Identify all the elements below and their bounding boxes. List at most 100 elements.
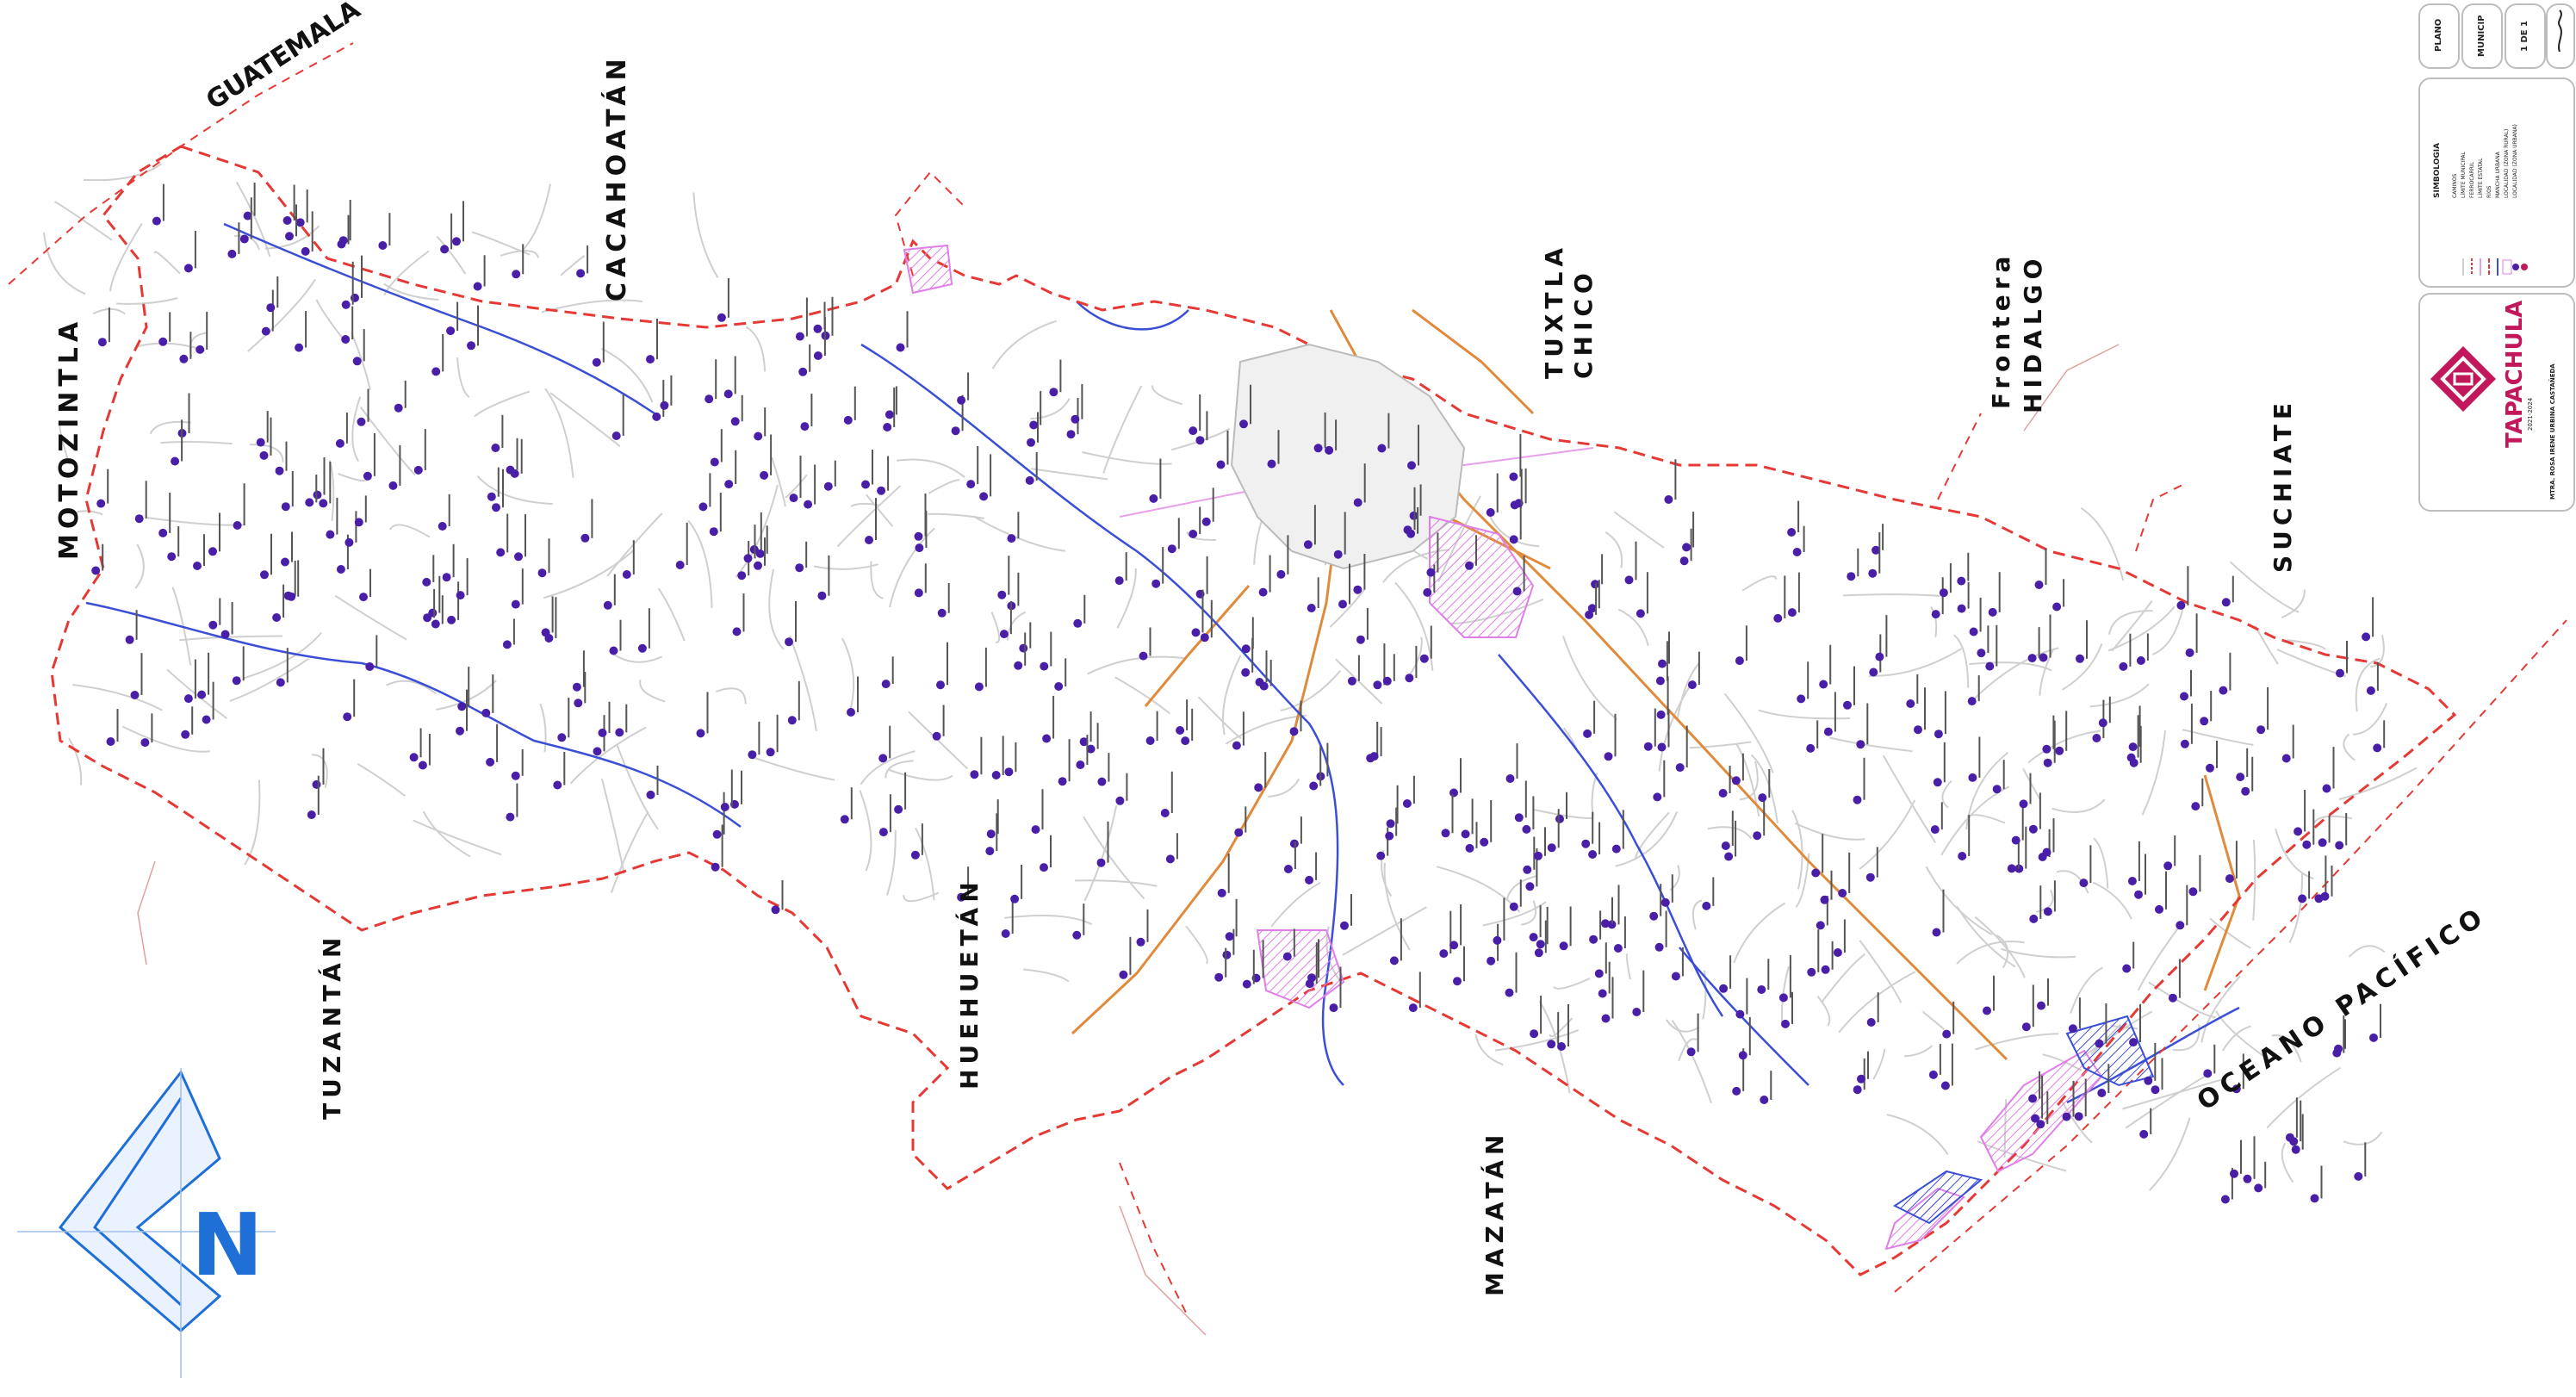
road-segment [2092,881,2132,920]
locality-dot [2007,864,2016,873]
locality-dot [991,771,1001,779]
locality-dot [1189,426,1198,436]
locality-dot [2029,914,2039,923]
locality-dot [1530,1029,1539,1039]
road-segment [541,299,643,314]
locality-dot [1534,851,1542,860]
locality-dot [456,591,465,600]
locality-dot [910,850,920,860]
locality-dot [1493,935,1502,945]
road-segment [601,347,654,403]
locality-dot [1145,736,1155,745]
locality-dot [1222,950,1232,959]
locality-markers [91,183,2386,1204]
road-segment [865,494,894,527]
locality-dot [1487,956,1496,965]
road-segment [543,549,636,599]
road-segment [915,827,935,901]
locality-dot [1040,661,1049,671]
road-segment [134,543,145,589]
locality-dot [352,357,362,366]
locality-dot [394,403,403,413]
road-segment [657,587,686,642]
locality-dot [2168,993,2177,1003]
road-segment [160,441,233,445]
locality-dot [1656,710,1666,719]
locality-dot [883,423,892,432]
locality-dot [2302,840,2312,849]
road-segment [2254,624,2279,665]
label-mazatan: MAZATÁN [1480,1130,1509,1296]
locality-dot [2122,964,2132,973]
locality-dot [512,270,521,279]
locality-dot [341,300,351,309]
road-segment [2051,798,2106,813]
locality-dot [2176,921,2185,930]
locality-dot [2027,654,2037,663]
locality-dot [615,728,624,737]
locality-dot [2062,1112,2071,1121]
locality-dot [1942,1029,1952,1039]
locality-dot [1232,741,1241,750]
road-segment [1634,811,1670,860]
locality-dot [1241,644,1251,654]
road-segment [1940,785,2010,856]
locality-dot [1282,952,1292,961]
locality-dot [281,502,290,512]
locality-dot [1816,921,1825,930]
locality-dot [183,264,193,273]
locality-dot [2176,600,2186,610]
locality-dot [1027,438,1035,447]
locality-dot [2076,654,2084,663]
locality-dot [1076,761,1085,769]
signature-icon [2558,9,2562,53]
road-segment [1666,1019,1700,1033]
locality-dot [1632,1008,1642,1016]
locality-dot [359,593,368,602]
locality-dot [1356,635,1365,644]
label-cacahoatan: CACAHOATÁN [601,53,632,301]
locality-dot [1054,682,1064,691]
locality-dot [878,754,888,763]
locality-dot [1525,882,1535,891]
road-segment [1605,531,1623,568]
locality-dot [804,500,813,509]
road-segment [264,225,320,250]
locality-dot [1649,911,1659,921]
legend-item-2: FERROCARRIL [2469,161,2475,198]
locality-dot [914,588,923,598]
locality-dot [2052,602,2062,612]
locality-dot [1985,661,1995,671]
locality-dot [986,829,996,839]
locality-dot [287,592,296,601]
road-segment [2352,703,2388,736]
locality-dot [1547,843,1556,853]
road-segment [1342,906,1427,956]
locality-dot [1313,444,1323,453]
locality-dot [1838,889,1847,897]
road-segment [1335,658,1383,705]
locality-dot [1806,743,1816,753]
locality-dot [1139,651,1148,661]
road-segment [1102,385,1143,474]
locality-dot [1906,699,1915,708]
road-segment [1487,512,1540,548]
road-segment [474,390,531,418]
locality-dot [937,608,947,618]
locality-dot [2037,1001,2045,1010]
locality-dot [1303,540,1313,549]
locality-dot [413,465,423,475]
locality-dot [2042,848,2051,857]
locality-dot [1871,545,1881,555]
locality-dot [652,412,661,421]
locality-dot [723,389,733,399]
locality-dot [2031,1114,2040,1123]
locality-dot [1449,788,1458,798]
locality-dot [1587,604,1597,613]
locality-dot [2163,861,2173,871]
locality-dot [2034,581,2044,589]
locality-dot [326,530,335,539]
road-segment [1750,754,1778,824]
locality-dot [1325,445,1334,455]
